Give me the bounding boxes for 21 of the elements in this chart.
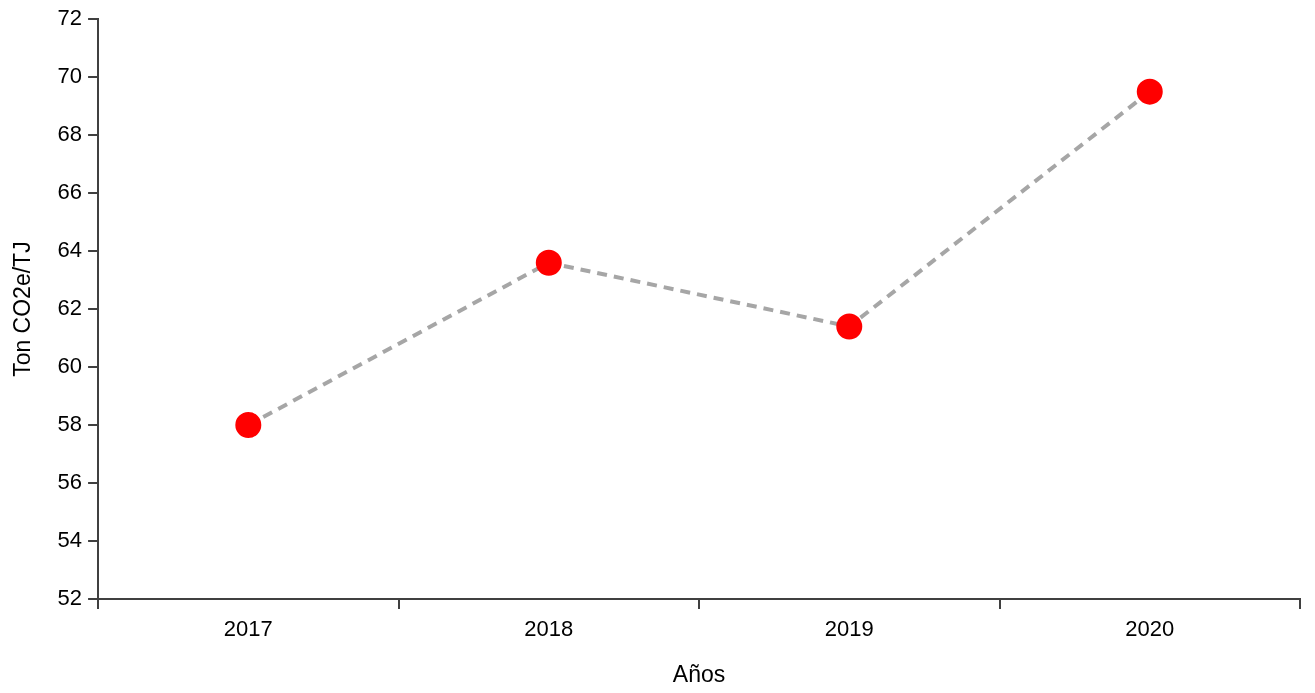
y-tick-label: 60 [57, 353, 83, 379]
y-tick-label: 66 [57, 179, 83, 205]
y-tick-label: 64 [57, 237, 83, 263]
x-tick-label: 2019 [824, 616, 874, 642]
y-axis-title: Ton CO2e/TJ [9, 241, 36, 377]
point [535, 249, 562, 276]
point [1136, 78, 1163, 105]
y-tick-label: 70 [57, 63, 83, 89]
y-tick-label: 56 [57, 469, 83, 495]
y-tick-label: 68 [57, 121, 83, 147]
y-tick-label: 62 [57, 295, 83, 321]
y-tick-label: 72 [57, 5, 83, 31]
point [836, 313, 863, 340]
x-axis-title: Años [672, 660, 726, 687]
y-tick-label: 58 [57, 411, 83, 437]
y-tick-label: 52 [57, 585, 83, 611]
x-tick-label: 2018 [524, 616, 574, 642]
point [235, 412, 262, 439]
x-tick-label: 2020 [1125, 616, 1175, 642]
x-tick-label: 2017 [223, 616, 273, 642]
y-tick-label: 54 [57, 527, 83, 553]
